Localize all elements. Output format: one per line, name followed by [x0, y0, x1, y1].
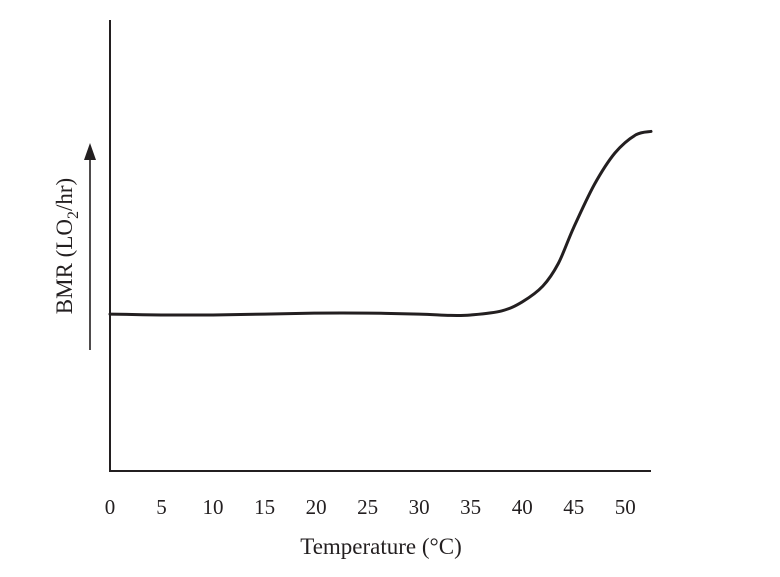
x-tick-label: 35 — [460, 495, 481, 519]
y-axis-title-suffix: /hr) — [52, 178, 77, 211]
x-tick-label: 40 — [512, 495, 533, 519]
x-tick-label: 20 — [306, 495, 327, 519]
x-tick-label: 30 — [409, 495, 430, 519]
y-axis-title-main: BMR (LO — [52, 219, 77, 314]
y-axis-title-group: BMR (LO2/hr) — [52, 178, 82, 314]
x-tick-label: 50 — [615, 495, 636, 519]
x-axis-title: Temperature (°C) — [300, 534, 461, 559]
y-axis-increase-arrowhead — [84, 143, 96, 160]
x-tick-labels: 0 5 10 15 20 25 30 35 40 45 50 — [105, 495, 636, 519]
x-tick-label: 15 — [254, 495, 275, 519]
bmr-curve — [108, 129, 653, 318]
x-tick-label: 0 — [105, 495, 116, 519]
y-axis-title: BMR (LO2/hr) — [52, 178, 82, 314]
x-tick-label: 5 — [156, 495, 167, 519]
x-tick-label: 25 — [357, 495, 378, 519]
x-tick-label: 45 — [563, 495, 584, 519]
x-tick-label: 10 — [203, 495, 224, 519]
y-axis-title-subscript: 2 — [65, 211, 82, 219]
